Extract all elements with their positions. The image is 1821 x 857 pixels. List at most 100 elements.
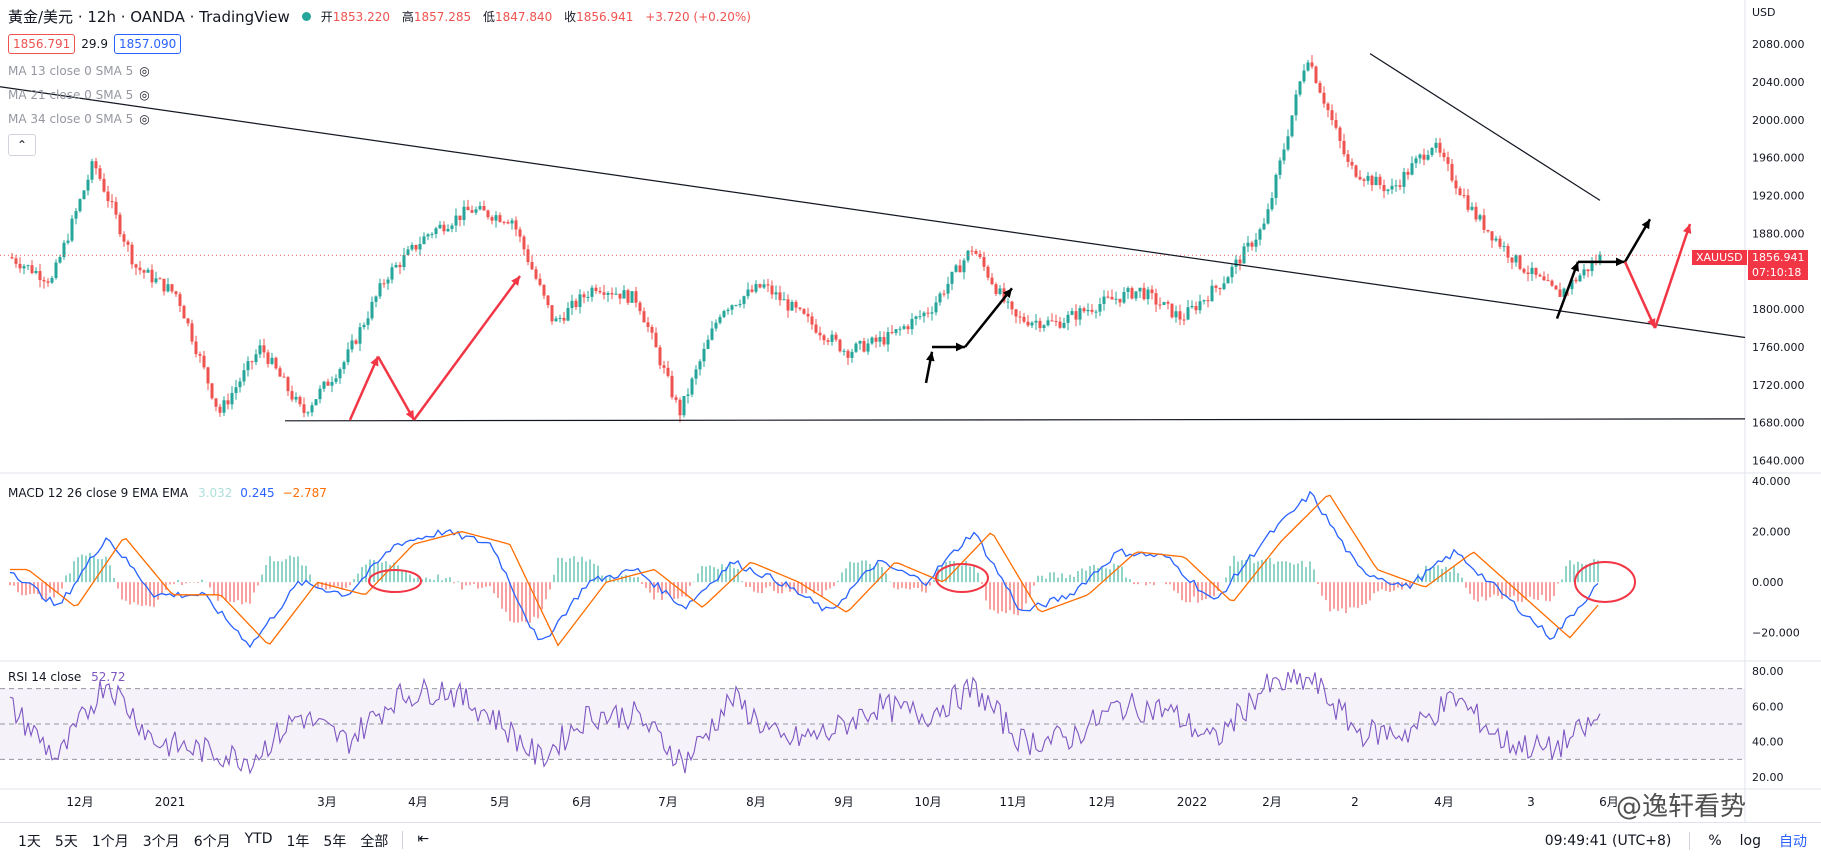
rsi-tick-label: 20.00 [1752,771,1784,784]
candle-body [99,168,102,179]
candle-body [1439,143,1442,153]
macd-histogram-bar [173,582,175,584]
candle-body [243,370,246,381]
candle-body [411,245,414,249]
macd-histogram-bar [817,582,819,591]
macd-histogram-bar [33,582,35,593]
macd-histogram-bar [841,572,843,582]
macd-histogram-bar [1233,556,1235,582]
macd-histogram-bar [1365,582,1367,604]
macd-histogram-bar [885,573,887,582]
candle-body [19,264,22,268]
candle-body [1159,305,1162,306]
macd-tick-label: 20.000 [1752,526,1791,539]
macd-histogram-bar [433,580,435,582]
candle-body [563,318,566,321]
candle-body [1355,165,1358,176]
candle-body [923,313,926,317]
high-value: 1857.285 [414,10,471,24]
candle-body [783,299,786,300]
close-value: 1856.941 [576,10,633,24]
macd-histogram-bar [349,582,351,585]
timeframe-button-8[interactable]: 全部 [360,831,388,851]
buy-price-button[interactable]: 1857.090 [114,34,181,54]
candle-body [999,288,1002,294]
candle-body [1091,310,1094,312]
timeframe-button-3[interactable]: 3个月 [143,831,180,851]
timeframe-button-2[interactable]: 1个月 [92,831,129,851]
candle-body [1463,195,1466,196]
eye-hidden-icon[interactable]: ◎ [139,112,149,126]
candle-body [671,376,674,397]
sell-price-button[interactable]: 1856.791 [8,34,75,54]
collapse-legend-button[interactable]: ⌃ [8,134,36,156]
macd-histogram-bar [897,582,899,589]
timeframe-button-5[interactable]: YTD [245,831,273,851]
symbol-title[interactable]: 黃金/美元 · 12h · OANDA · TradingView [8,6,290,27]
time-tick-label: 6月 [572,795,592,809]
eye-hidden-icon[interactable]: ◎ [139,64,149,78]
macd-histogram-bar [85,556,87,582]
candle-body [1027,322,1030,326]
macd-histogram-bar [293,557,295,582]
candle-body [547,296,550,306]
candle-body [127,242,130,245]
candle-body [135,264,138,267]
candle-body [751,290,754,292]
candle-body [107,192,110,202]
candle-body [875,338,878,342]
rsi-legend[interactable]: RSI 14 close 52.72 [8,670,126,684]
time-tick-label: 3月 [317,795,337,809]
projection-arrow [350,356,378,419]
candle-body [1267,209,1270,223]
candle-body [851,352,854,358]
candle-body [711,329,714,340]
timeframe-button-1[interactable]: 5天 [55,831,78,851]
macd-histogram-bar [117,582,119,588]
log-scale-button[interactable]: log [1740,833,1761,849]
timeframe-button-7[interactable]: 5年 [323,831,346,851]
trendline [285,419,1745,421]
timeframe-button-4[interactable]: 6个月 [194,831,231,851]
candle-body [151,270,154,283]
percent-scale-button[interactable]: % [1708,833,1721,849]
candle-body [1035,321,1038,323]
price-tick-label: 1800.000 [1752,303,1805,316]
price-tick-label: 1960.000 [1752,152,1805,165]
candle-body [1039,321,1042,328]
candle-body [687,394,690,396]
ma34-legend[interactable]: MA 34 close 0 SMA 5 ◎ [8,112,150,126]
candle-body [1403,172,1406,187]
macd-histogram-bar [1225,578,1227,583]
macd-histogram-bar [1021,582,1023,610]
macd-histogram-bar [1581,564,1583,582]
time-tick-label: 9月 [834,795,854,809]
price-tick-label: 2080.000 [1752,38,1805,51]
macd-histogram-bar [57,582,59,593]
timeframe-button-6[interactable]: 1年 [287,831,310,851]
ma13-legend[interactable]: MA 13 close 0 SMA 5 ◎ [8,64,150,78]
eye-hidden-icon[interactable]: ◎ [139,88,149,102]
candle-body [1531,268,1534,274]
macd-histogram-bar [1045,579,1047,582]
candle-body [431,234,434,235]
macd-legend[interactable]: MACD 12 26 close 9 EMA EMA 3.032 0.245 −… [8,486,327,500]
macd-histogram-bar [113,578,115,582]
candle-body [743,296,746,304]
macd-tick-label: −20.000 [1752,627,1800,640]
candle-body [675,397,678,400]
timeframe-button-0[interactable]: 1天 [18,831,41,851]
auto-scale-button[interactable]: 自动 [1779,831,1807,851]
macd-histogram-bar [1525,582,1527,599]
macd-histogram-bar [1465,582,1467,587]
macd-histogram-bar [1065,578,1067,582]
clock[interactable]: 09:49:41 (UTC+8) [1545,833,1672,849]
calendar-range-icon[interactable]: ⇤ [417,831,429,851]
candle-body [1075,311,1078,319]
macd-histogram-bar [1149,582,1151,583]
candle-body [35,271,38,273]
macd-histogram-bar [1537,582,1539,600]
ma21-legend[interactable]: MA 21 close 0 SMA 5 ◎ [8,88,150,102]
candle-body [855,344,858,352]
